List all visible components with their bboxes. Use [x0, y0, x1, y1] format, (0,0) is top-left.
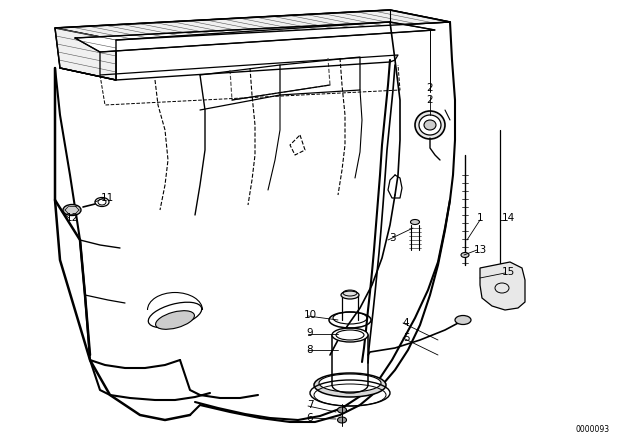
Text: 12: 12: [65, 213, 79, 223]
Ellipse shape: [63, 204, 81, 215]
Polygon shape: [55, 10, 450, 40]
Text: 2: 2: [427, 95, 433, 105]
Text: 2: 2: [427, 83, 433, 93]
Text: 9: 9: [307, 328, 314, 338]
Ellipse shape: [410, 220, 419, 224]
Ellipse shape: [337, 407, 346, 413]
Text: 6: 6: [307, 413, 314, 423]
Ellipse shape: [461, 253, 469, 258]
Ellipse shape: [156, 311, 195, 329]
Polygon shape: [55, 10, 450, 40]
Ellipse shape: [314, 373, 386, 397]
Ellipse shape: [319, 374, 381, 392]
Text: 5: 5: [403, 333, 410, 343]
Text: 3: 3: [388, 233, 396, 243]
Polygon shape: [480, 262, 525, 310]
Text: 15: 15: [501, 267, 515, 277]
Text: 8: 8: [307, 345, 314, 355]
Ellipse shape: [419, 115, 441, 135]
Ellipse shape: [337, 417, 346, 423]
Text: 10: 10: [303, 310, 317, 320]
Ellipse shape: [332, 328, 368, 342]
Text: 4: 4: [403, 318, 410, 328]
Text: 14: 14: [501, 213, 515, 223]
Text: 11: 11: [100, 193, 114, 203]
Ellipse shape: [415, 111, 445, 139]
Text: 13: 13: [474, 245, 486, 255]
Polygon shape: [55, 28, 116, 80]
Ellipse shape: [424, 120, 436, 130]
Polygon shape: [75, 22, 435, 52]
Text: 1: 1: [477, 213, 483, 223]
Text: 0000093: 0000093: [576, 425, 610, 434]
Polygon shape: [55, 28, 116, 80]
Text: 7: 7: [307, 400, 314, 410]
Ellipse shape: [341, 291, 359, 299]
Ellipse shape: [455, 315, 471, 324]
